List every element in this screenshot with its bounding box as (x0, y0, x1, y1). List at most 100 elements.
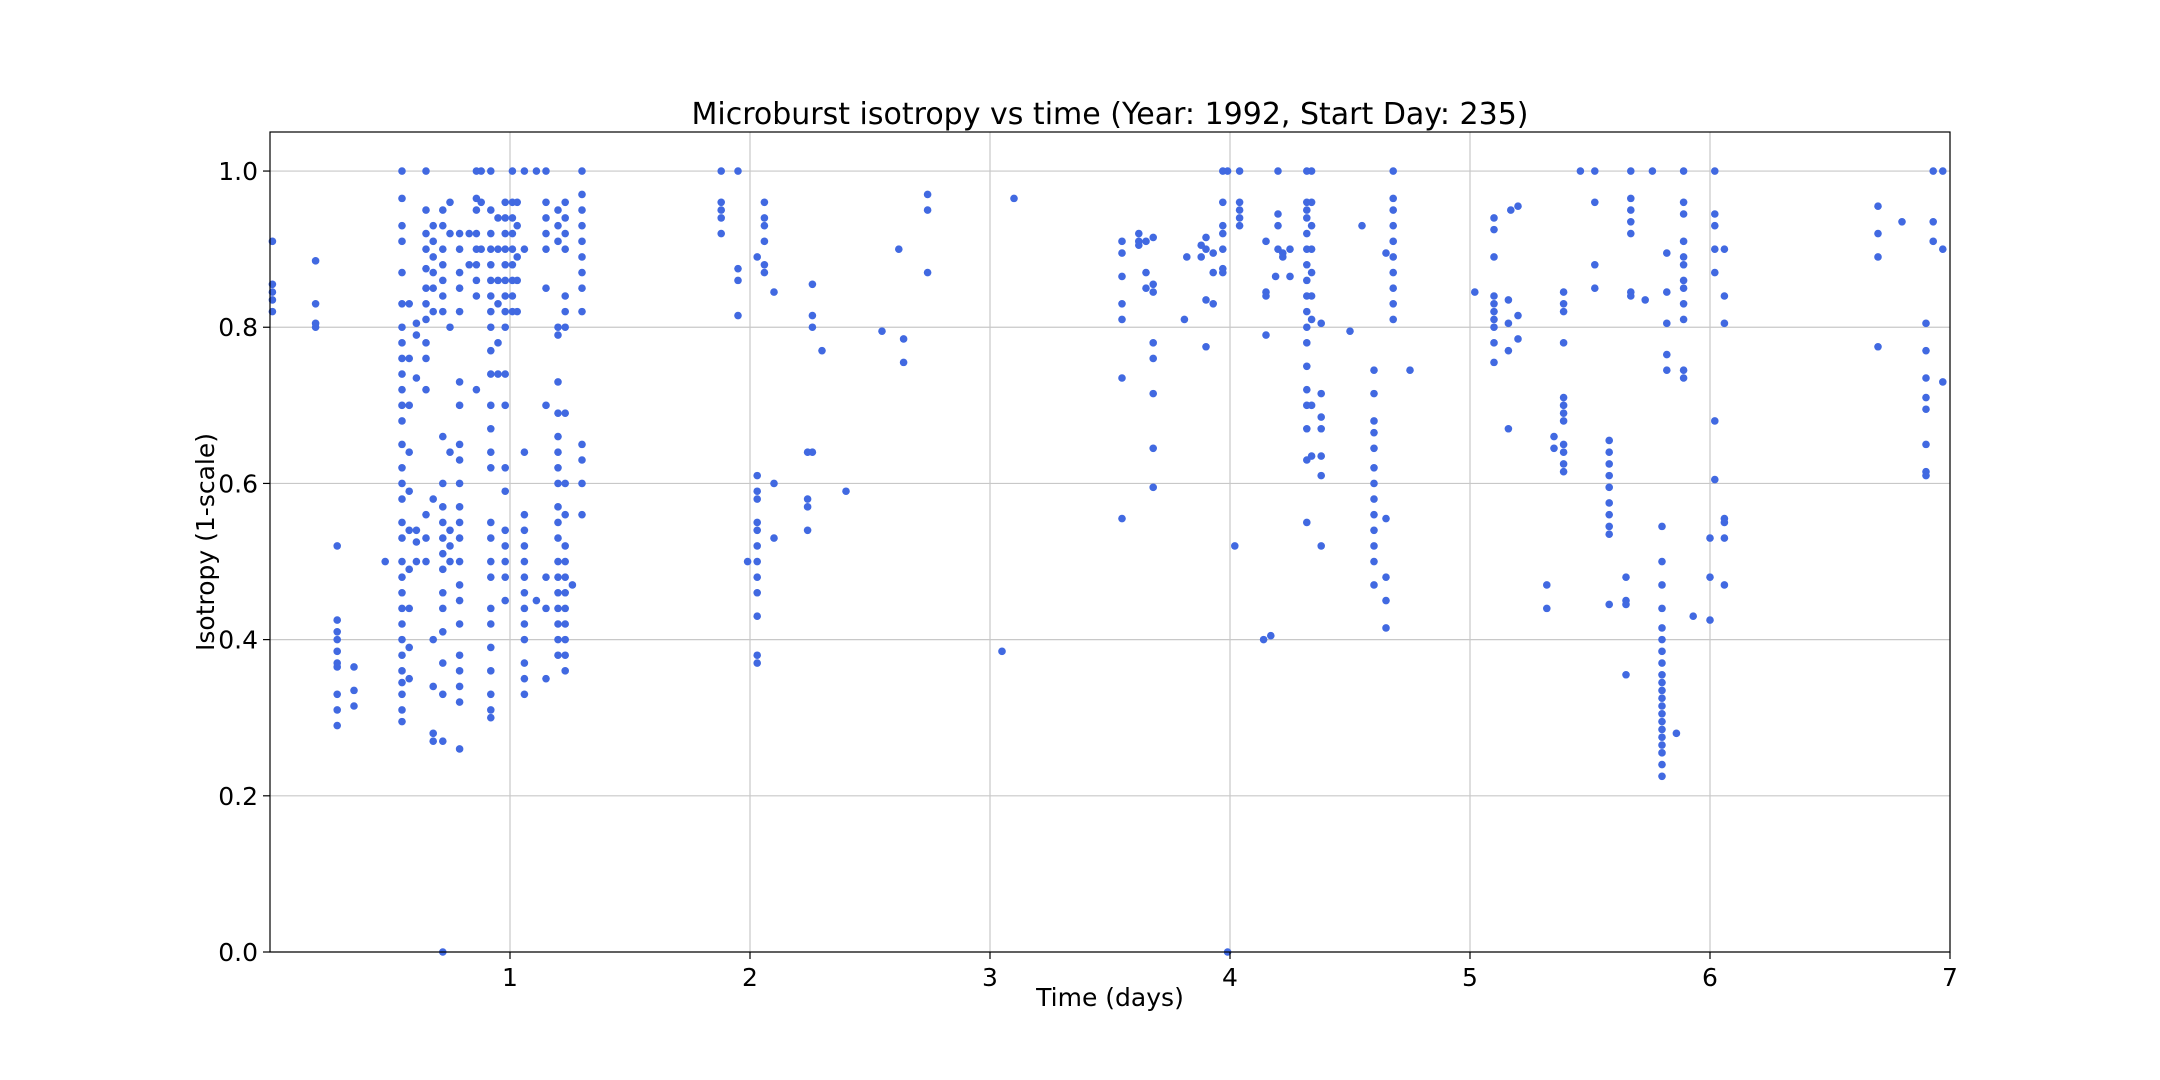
data-point (350, 663, 358, 671)
data-point (1370, 444, 1378, 453)
data-point (1389, 284, 1397, 292)
data-point (1490, 292, 1498, 300)
data-point (501, 245, 510, 253)
data-point (1149, 389, 1157, 398)
data-point (1658, 702, 1666, 710)
data-point (1559, 401, 1568, 410)
data-point (494, 214, 502, 222)
data-point (1370, 389, 1378, 398)
data-point (1118, 272, 1126, 281)
data-point (472, 292, 481, 300)
data-point (487, 557, 495, 566)
data-point (760, 268, 769, 277)
data-point (439, 307, 447, 316)
data-point (760, 221, 769, 230)
data-point (398, 194, 406, 203)
data-point (1658, 710, 1666, 718)
data-point (1622, 600, 1630, 609)
data-point (1382, 624, 1390, 632)
data-point (455, 440, 464, 449)
data-point (398, 667, 406, 675)
data-point (1202, 296, 1210, 304)
data-point (1307, 221, 1316, 230)
data-point (717, 167, 725, 175)
data-point (760, 214, 769, 222)
data-point (1307, 292, 1316, 300)
data-point (1202, 245, 1210, 253)
data-point (1490, 307, 1498, 316)
data-point (1622, 670, 1630, 679)
data-point (734, 276, 742, 285)
data-point (1559, 448, 1568, 456)
data-point (412, 331, 421, 339)
data-point (1679, 253, 1688, 261)
data-point (1274, 210, 1282, 218)
data-point (542, 284, 550, 292)
data-point (808, 323, 817, 332)
data-point (455, 581, 464, 589)
data-point (1286, 245, 1294, 253)
data-point (487, 604, 495, 613)
data-point (753, 612, 761, 620)
data-point (487, 706, 495, 714)
data-point (818, 346, 826, 355)
data-point (1658, 760, 1666, 769)
data-point (1711, 268, 1719, 277)
data-point (520, 245, 529, 253)
data-point (1370, 464, 1378, 472)
data-point (554, 651, 562, 660)
data-point (405, 401, 414, 410)
data-point (494, 276, 502, 285)
data-point (487, 370, 495, 378)
data-point (554, 588, 562, 597)
data-point (1679, 366, 1688, 374)
data-point (1658, 741, 1666, 749)
data-point (753, 487, 761, 496)
data-point (1559, 440, 1568, 449)
data-point (1135, 241, 1143, 250)
data-point (398, 588, 406, 597)
y-axis-label: Isotropy (1-scale) (191, 433, 220, 651)
data-point (1622, 573, 1630, 581)
data-point (561, 667, 569, 675)
data-point (1389, 268, 1397, 277)
data-point (717, 229, 725, 238)
data-point (398, 370, 406, 378)
data-point (1118, 514, 1126, 523)
data-point (1922, 319, 1930, 328)
data-point (717, 214, 725, 222)
data-point (520, 620, 529, 628)
data-point (1389, 206, 1397, 214)
data-point (561, 292, 569, 300)
data-point (439, 549, 447, 558)
data-point (494, 370, 502, 378)
data-point (1370, 557, 1378, 566)
data-point (578, 237, 586, 246)
data-point (422, 300, 430, 308)
data-point (1929, 218, 1937, 226)
data-point (333, 542, 342, 550)
data-point (412, 557, 421, 566)
data-point (554, 237, 562, 246)
data-point (1370, 510, 1378, 519)
chart-title: Microburst isotropy vs time (Year: 1992,… (692, 97, 1529, 132)
data-point (1658, 717, 1666, 726)
data-point (1317, 542, 1325, 550)
data-point (1235, 206, 1244, 214)
data-point (561, 323, 569, 332)
data-point (1149, 444, 1157, 453)
data-point (842, 487, 850, 496)
data-point (501, 542, 510, 550)
data-point (1898, 218, 1906, 226)
data-point (578, 167, 586, 175)
data-point (446, 557, 454, 566)
data-point (422, 206, 430, 214)
data-point (398, 651, 406, 660)
data-point (412, 526, 421, 535)
x-tick-label: 1 (502, 963, 518, 992)
data-point (1209, 249, 1217, 257)
data-point (501, 214, 510, 222)
data-point (578, 268, 586, 277)
data-point (398, 495, 406, 503)
data-point (487, 424, 495, 433)
